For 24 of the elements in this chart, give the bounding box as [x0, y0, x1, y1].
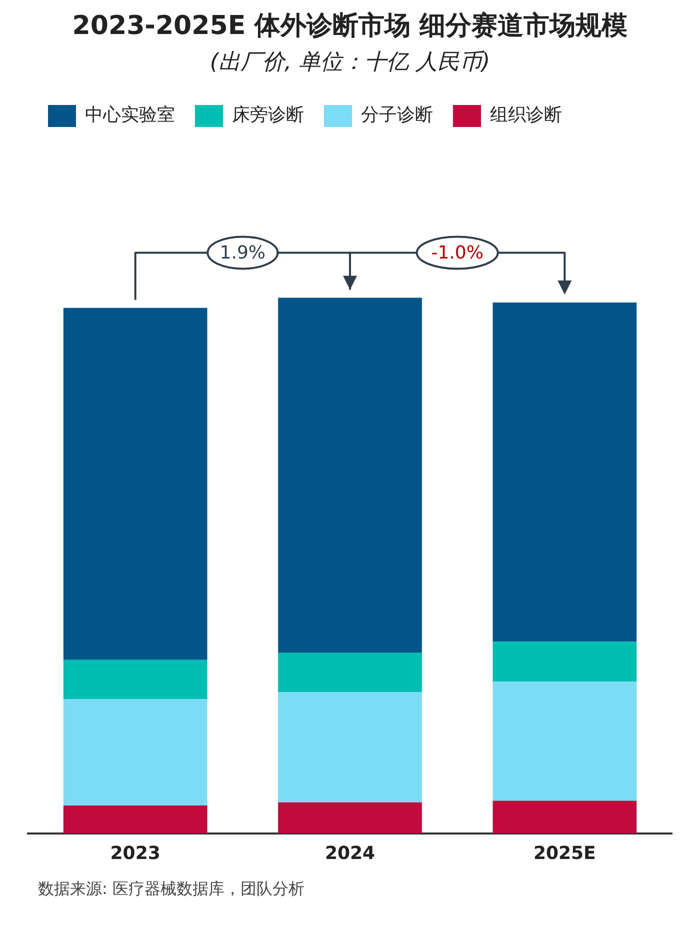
legend-label: 中心实验室 — [85, 104, 175, 126]
bar — [492, 682, 637, 801]
x-tick-label: 2023 — [110, 842, 160, 864]
x-tick-label: 2024 — [324, 842, 376, 864]
source-note: 数据来源: 医疗器械数据库，团队分析 — [38, 879, 306, 900]
legend-label: 分子诊断 — [361, 104, 433, 126]
bar — [278, 802, 422, 834]
text: 1.9% — [220, 242, 266, 264]
bar — [492, 800, 637, 834]
bar — [63, 660, 208, 699]
bar — [278, 298, 422, 653]
chart-subtitle: (出厂价, 单位：十亿 人民币) — [208, 49, 492, 77]
legend-label: 床旁诊断 — [232, 104, 304, 126]
bar — [492, 642, 637, 682]
bar — [278, 692, 422, 802]
bar — [63, 806, 208, 834]
legend-label: 组织诊断 — [490, 104, 562, 126]
x-tick-label: 2025E — [533, 842, 596, 864]
bar — [63, 698, 208, 806]
bar — [63, 308, 208, 660]
text: -1.0% — [431, 242, 484, 264]
bar — [492, 302, 637, 642]
chart-title: 2023-2025E 体外诊断市场 细分赛道市场规模 — [71, 10, 629, 43]
bar — [278, 652, 422, 692]
